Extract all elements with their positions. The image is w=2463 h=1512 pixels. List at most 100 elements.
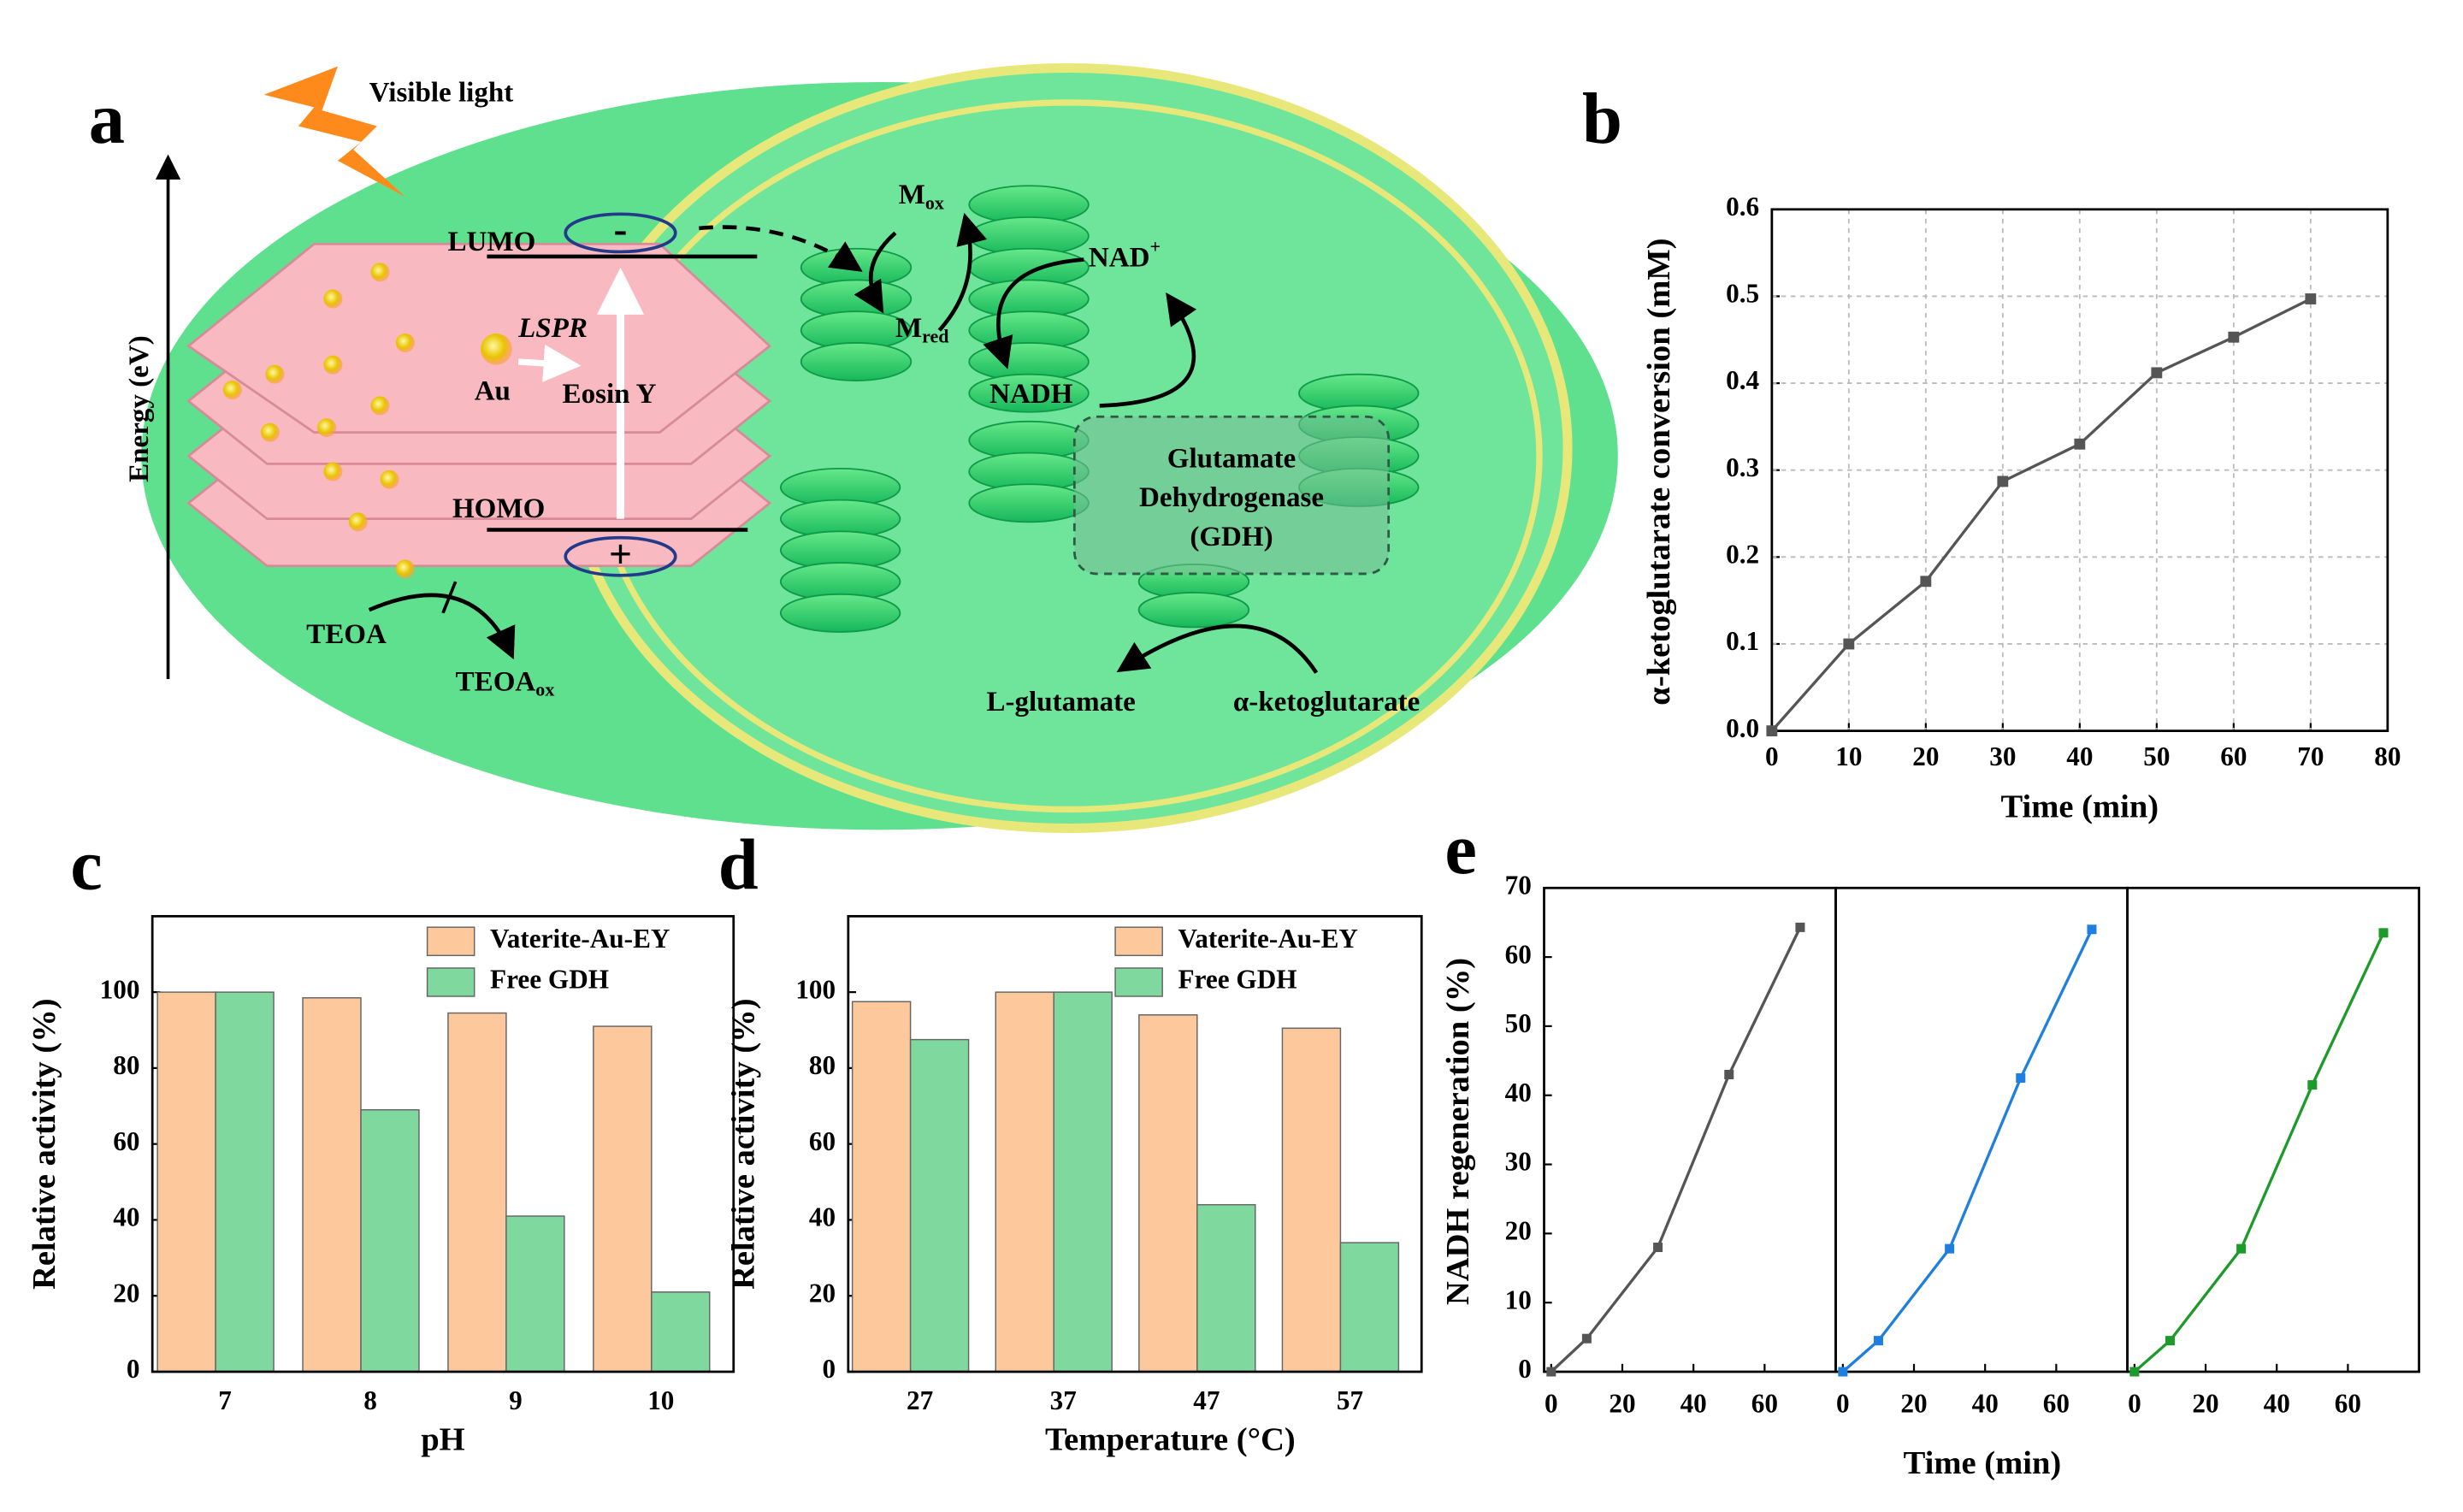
label: Dehydrogenase (1139, 482, 1324, 513)
data-point (2378, 928, 2389, 938)
label: Eosin Y (563, 379, 657, 410)
label: 60 (1751, 1389, 1778, 1419)
label: 40 (1972, 1389, 1999, 1419)
data-point (1795, 922, 1805, 932)
data-line (1550, 926, 1802, 1373)
label: 57 (1337, 1385, 1363, 1415)
label: Vaterite-Au-EY (1178, 924, 1358, 954)
label: e (1444, 810, 1477, 889)
data-point (2305, 293, 2317, 304)
subscript: ox (925, 192, 944, 213)
nadh-oxidation (1099, 292, 1197, 408)
label: 0 (1765, 741, 1779, 771)
data-point (1920, 576, 1932, 588)
diagram-art (141, 63, 1618, 833)
label: Glutamate (1167, 443, 1296, 474)
subscript: ox (535, 679, 554, 700)
label: M (899, 180, 925, 210)
data-point (2087, 924, 2097, 935)
label: NADH (989, 379, 1073, 410)
label: 20 (1609, 1389, 1635, 1419)
nad-reduction (983, 257, 1084, 369)
label: 0.3 (1726, 452, 1759, 482)
data-point (1945, 1243, 1955, 1254)
data-line (1770, 298, 2312, 732)
reduction-arrow (853, 231, 897, 314)
enzyme-box (1072, 415, 1391, 576)
data-point (1581, 1333, 1592, 1344)
label: 0 (1545, 1389, 1558, 1419)
bar (995, 991, 1054, 1373)
plot-frame (151, 914, 735, 1373)
label: 20 (113, 1278, 139, 1308)
label: 20 (1505, 1216, 1532, 1246)
data-point (2165, 1336, 2175, 1346)
label: 0 (823, 1354, 836, 1384)
label: a (89, 80, 125, 159)
label: 80 (809, 1050, 836, 1080)
legend-swatch (1114, 926, 1163, 956)
label: d (718, 825, 759, 905)
data-line (2133, 932, 2385, 1373)
label: 50 (1505, 1008, 1532, 1038)
label-compound: Mred (895, 313, 949, 347)
hole-ring (564, 535, 677, 577)
label: 40 (2264, 1389, 2290, 1419)
bar (1138, 1014, 1198, 1373)
data-point (2236, 1243, 2247, 1254)
data-point (2307, 1080, 2318, 1090)
label: c (70, 825, 103, 905)
label: 0 (2128, 1389, 2141, 1419)
reaction-arrow (1116, 623, 1319, 674)
label: 100 (100, 974, 140, 1004)
bar (851, 1001, 912, 1373)
data-point (2016, 1073, 2026, 1084)
label: 100 (795, 974, 836, 1004)
bar (1053, 991, 1113, 1373)
plot-frame (847, 914, 1423, 1373)
label: b (1582, 80, 1622, 159)
data-point (1766, 725, 1778, 737)
label: 40 (113, 1202, 139, 1232)
bar (909, 1038, 970, 1373)
data-point (2129, 1367, 2140, 1377)
label: 0.6 (1726, 192, 1759, 221)
bar (157, 991, 216, 1373)
plot-frame (2126, 886, 2420, 1373)
label: TEOA (456, 666, 536, 697)
label: 70 (2297, 741, 2324, 771)
label-compound: Mox (899, 180, 944, 214)
label: 8 (363, 1385, 377, 1415)
label: 0 (127, 1354, 140, 1384)
electron-ring (564, 212, 677, 254)
data-point (1546, 1367, 1556, 1377)
label: α-ketoglutarate conversion (mM) (1641, 238, 1677, 705)
au-particles (222, 263, 512, 579)
label: Time (min) (2001, 788, 2159, 824)
label: 60 (113, 1126, 139, 1156)
label: 60 (2220, 741, 2247, 771)
label: Free GDH (490, 965, 609, 995)
label: 60 (2335, 1389, 2361, 1419)
bar (1196, 1203, 1256, 1373)
label: 20 (2192, 1389, 2218, 1419)
data-point (2228, 331, 2240, 343)
bar (1281, 1027, 1342, 1373)
label: 10 (1505, 1285, 1532, 1314)
label: L-glutamate (986, 687, 1135, 718)
label: 0.1 (1726, 626, 1759, 656)
label: 0 (1836, 1389, 1850, 1419)
lspr-arrow (517, 344, 582, 382)
bar (593, 1025, 653, 1373)
label: HOMO (452, 493, 545, 524)
data-point (1843, 638, 1855, 650)
label: 0 (1518, 1354, 1532, 1384)
label: - (614, 206, 628, 251)
label: 30 (1989, 741, 2016, 771)
label: Free GDH (1178, 965, 1297, 995)
label: 40 (1680, 1389, 1707, 1419)
bar (651, 1291, 711, 1373)
label: 70 (1505, 870, 1532, 900)
label: Visible light (369, 77, 514, 108)
